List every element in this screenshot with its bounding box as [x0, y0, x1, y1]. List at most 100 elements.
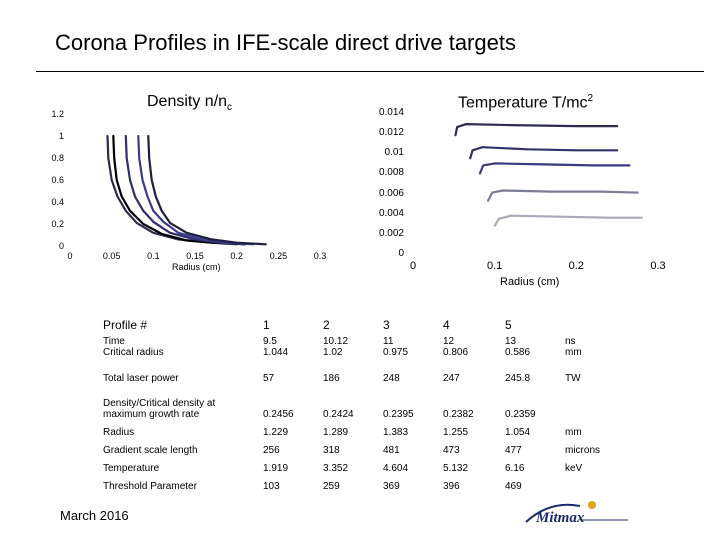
profile-value: 369 — [383, 481, 400, 492]
temperature-series-3-line — [478, 162, 631, 175]
profile-value: 5.132 — [443, 463, 469, 474]
profile-value: 57 — [263, 373, 275, 384]
logo-wordmark: Mitmax — [535, 510, 585, 526]
temperature-y-tick-label: 0.008 — [378, 167, 404, 179]
temperature-title-main: Temperature T/mc — [458, 94, 588, 112]
profile-value: 1 — [263, 318, 270, 332]
profile-value: 4.604 — [383, 463, 409, 474]
temperature-x-axis-label: Radius (cm) — [500, 276, 560, 288]
temperature-plot — [454, 123, 643, 227]
temperature-x-tick-label: 0.2 — [568, 260, 584, 272]
row-label: Profile # — [103, 318, 148, 332]
density-title-sub: c — [227, 102, 233, 114]
profile-value: 5 — [505, 318, 512, 332]
row-label: Time Critical radius — [103, 336, 164, 358]
density-x-tick-label: 0 — [67, 251, 73, 261]
profile-value: 318 — [323, 445, 340, 456]
profile-value: 248 — [383, 373, 400, 384]
row-label: Gradient scale length — [103, 445, 198, 456]
temperature-x-tick-label: 0 — [409, 260, 417, 272]
profile-parameter-table: Profile # 1 2 3 4 5 Time Critical radius 9.5 1.04… — [103, 310, 605, 492]
row-label: Total laser power — [103, 373, 179, 384]
row-unit: mm — [565, 427, 582, 438]
profile-value: 477 — [505, 445, 522, 456]
slide-title: Corona Profiles in IFE-scale direct driv… — [55, 30, 516, 55]
density-y-tick-label: 1 — [58, 130, 64, 141]
profile-value: 9.5 1.044 — [263, 336, 289, 358]
profile-value: 1.289 — [323, 427, 349, 438]
table-row: Time Critical radius 9.5 1.044 10.12 1.02 11 0.… — [103, 332, 605, 358]
density-y-tick-label: 0.8 — [51, 152, 64, 163]
density-series-4-line — [137, 134, 255, 246]
density-x-axis-label: Radius (cm) — [172, 262, 221, 272]
density-x-tick-label: 0.1 — [147, 251, 160, 261]
profile-value: 3 — [383, 318, 390, 332]
profile-value: 469 — [505, 481, 522, 492]
profile-value: 103 — [263, 481, 280, 492]
profile-value: 1.383 — [383, 427, 409, 438]
temperature-series-4-line — [486, 189, 639, 202]
temperature-chart-title: Temperature T/mc2 — [458, 93, 593, 112]
profile-value: 1.255 — [443, 427, 469, 438]
profile-value: 259 — [323, 481, 340, 492]
temperature-y-tick-label: 0.002 — [378, 227, 404, 239]
profile-value: 256 — [263, 445, 280, 456]
profile-value: 481 — [383, 445, 400, 456]
row-unit: microns — [565, 445, 601, 456]
row-label: Radius — [103, 427, 135, 438]
institute-logo: Mitmax — [525, 501, 628, 526]
profile-value: 0.2359 — [505, 409, 536, 420]
profile-value: 1.054 — [505, 427, 531, 438]
profile-value: 1.919 — [263, 463, 289, 474]
table-row: Radius 1.229 1.289 1.383 1.255 1.054 mm — [103, 420, 605, 438]
footer-date: March 2016 — [60, 508, 129, 523]
profile-value: 12 0.806 — [443, 336, 469, 358]
density-x-tick-label: 0.2 — [230, 251, 243, 261]
temperature-y-tick-label: 0.006 — [378, 187, 404, 199]
row-unit — [565, 384, 605, 420]
density-x-tick-label: 0.25 — [269, 251, 288, 261]
temperature-y-tick-label: 0 — [398, 248, 404, 259]
density-x-tick-label: 0.3 — [313, 251, 327, 261]
temperature-x-tick-label: 0.3 — [650, 260, 666, 272]
density-x-tick-label: 0.05 — [102, 251, 121, 261]
density-chart-title: Density n/nc — [147, 93, 232, 113]
profile-value: 3.352 — [323, 463, 349, 474]
profile-value: 10.12 1.02 — [323, 336, 349, 358]
row-unit: keV — [565, 463, 583, 474]
row-unit — [565, 474, 605, 492]
row-unit: ns mm — [565, 336, 582, 358]
row-unit — [565, 310, 605, 332]
density-y-tick-label: 0.6 — [51, 174, 64, 185]
profile-value: 2 — [323, 318, 330, 332]
temperature-title-sup: 2 — [587, 93, 594, 104]
density-plot — [106, 134, 267, 246]
table-row: Total laser power 57 186 248 247 245.8 TW — [103, 358, 605, 384]
profile-value: 245.8 — [505, 373, 531, 384]
profile-value: 396 — [443, 481, 460, 492]
profile-value: 4 — [443, 318, 450, 332]
density-title-main: Density n/n — [147, 93, 228, 110]
density-x-tick-label: 0.15 — [186, 251, 204, 261]
density-y-tick-label: 0.2 — [51, 218, 64, 229]
row-label: Threshold Parameter — [103, 481, 197, 492]
density-y-tick-label: 1.2 — [51, 108, 64, 119]
temperature-series-2-line — [469, 146, 619, 160]
density-series-5-line — [147, 134, 267, 246]
table-row: Profile # 1 2 3 4 5 — [103, 310, 605, 332]
profile-value: 247 — [443, 373, 460, 384]
profile-value: 0.2456 — [263, 409, 294, 420]
profile-value: 1.229 — [263, 427, 289, 438]
title-divider — [36, 71, 704, 72]
table-row: Density/Critical density at maximum growt… — [103, 384, 605, 420]
profile-value: 186 — [323, 373, 340, 384]
profile-value: 0.2424 — [323, 409, 354, 420]
temperature-y-tick-label: 0.014 — [378, 107, 404, 118]
table-row: Temperature 1.919 3.352 4.604 5.132 6.16 keV — [103, 456, 605, 474]
logo-sun-icon — [588, 501, 596, 509]
temperature-y-tick-label: 0.004 — [378, 207, 404, 219]
table-row: Threshold Parameter 103 259 369 396 469 — [103, 474, 605, 492]
profile-value: 6.16 — [505, 463, 525, 474]
profile-value: 0.2382 — [443, 409, 474, 420]
profile-value: 0.2395 — [383, 409, 414, 420]
